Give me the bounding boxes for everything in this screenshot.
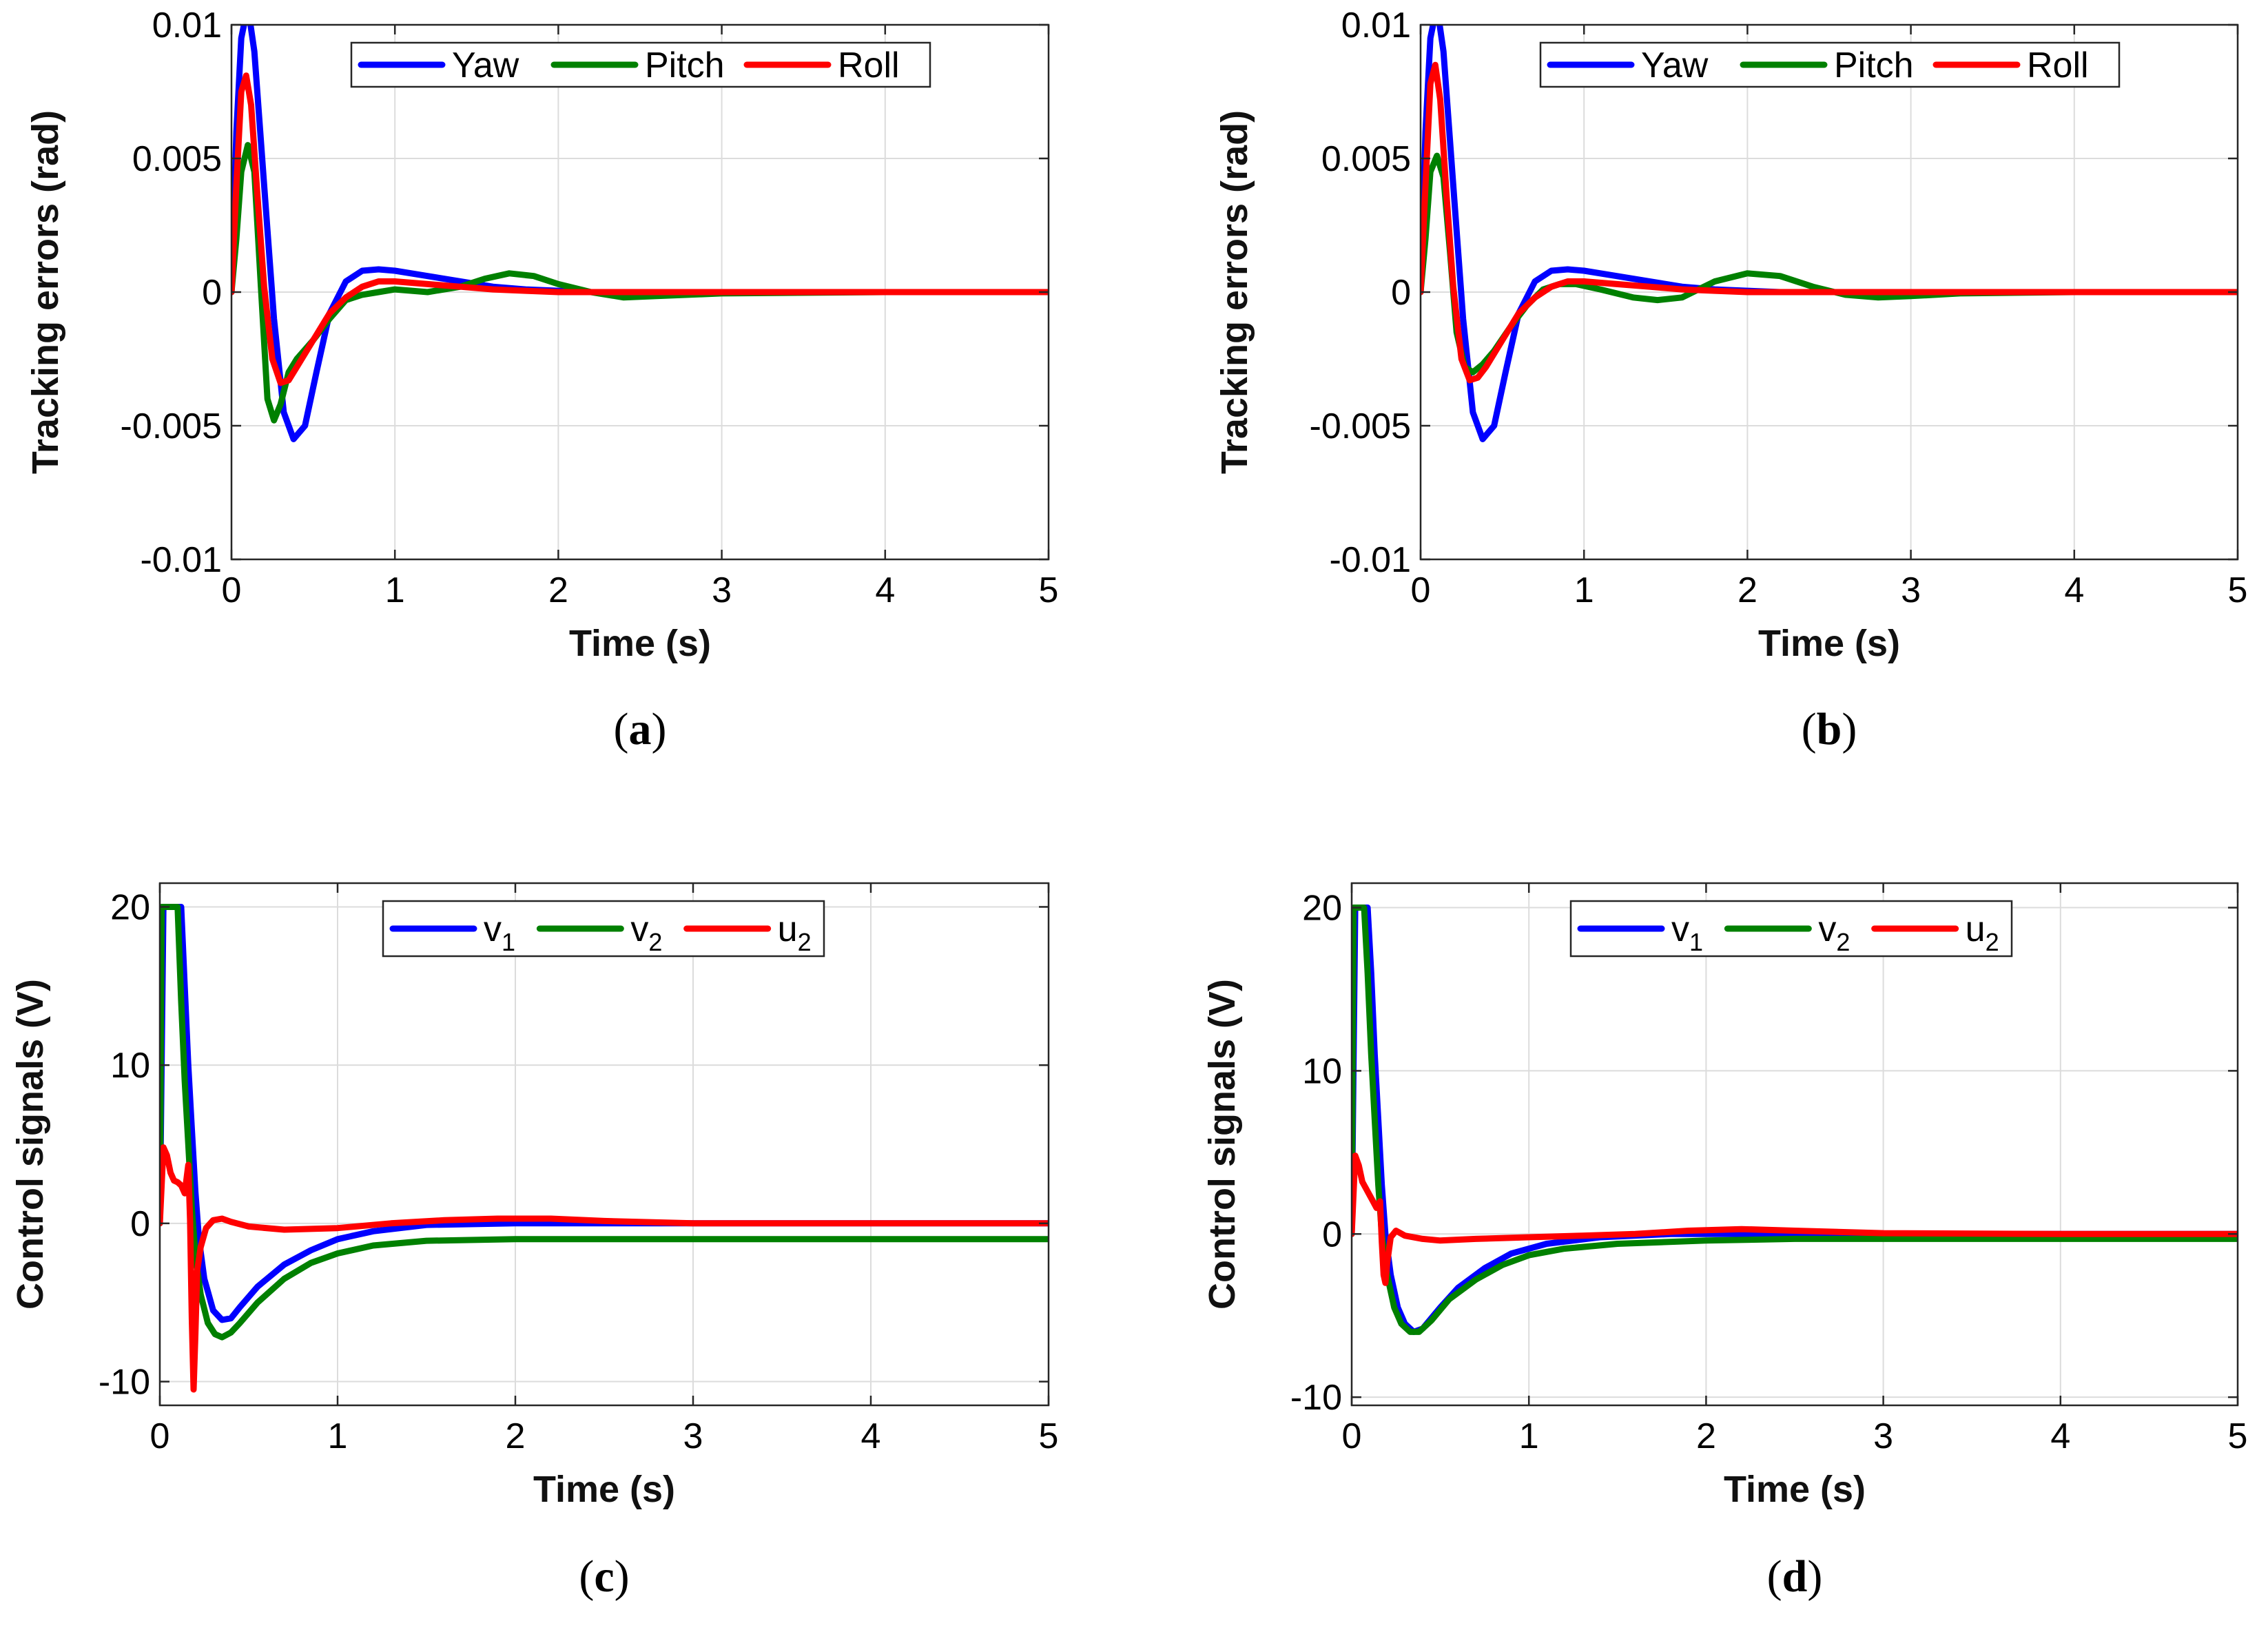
chart-a-y-tick-label: -0.005 <box>121 406 222 446</box>
chart-c-x-tick-label: 4 <box>861 1416 881 1456</box>
chart-a-legend-label-roll: Roll <box>838 45 900 85</box>
chart-d-y-tick-label: 20 <box>1302 889 1342 929</box>
chart-a-x-tick-label: 2 <box>548 570 568 610</box>
chart-a-y-tick-label: 0 <box>202 273 222 313</box>
chart-a-y-tick-label: -0.01 <box>140 540 222 580</box>
chart-d-y-tick-label: 10 <box>1302 1051 1342 1091</box>
chart-b-y-tick-label: -0.01 <box>1329 540 1411 580</box>
chart-a-legend-label-pitch: Pitch <box>645 45 725 85</box>
chart-c-series-v2-line <box>160 904 1049 1341</box>
chart-b-y-axis-title: Tracking errors (rad) <box>1214 110 1255 474</box>
chart-d-series-group <box>1352 905 2238 1335</box>
chart-d-y-tick-label: -10 <box>1290 1378 1342 1418</box>
chart-b-x-tick-label: 0 <box>1411 570 1431 610</box>
chart-a-legend: Yaw Pitch Roll <box>350 41 931 88</box>
chart-b-legend-box <box>1539 41 2121 88</box>
chart-c-y-tick-label: 10 <box>110 1046 150 1086</box>
chart-d-x-tick-label: 4 <box>2050 1416 2070 1456</box>
chart-b-y-tick-label: 0.01 <box>1341 6 1411 45</box>
chart-c-series-group <box>160 904 1049 1393</box>
chart-c-x-tick-label: 5 <box>1039 1416 1059 1456</box>
chart-c-plot-area <box>160 883 1049 1405</box>
chart-b-x-tick-label: 2 <box>1738 570 1757 610</box>
chart-d-axes-box <box>1350 882 2239 1407</box>
chart-c-y-tick-label: 0 <box>130 1204 150 1244</box>
chart-d-series-u2-line <box>1352 1153 2238 1286</box>
chart-b-y-tick-label: -0.005 <box>1310 406 1411 446</box>
chart-c-x-tick-label: 1 <box>328 1416 348 1456</box>
chart-c-series-v1-line <box>160 904 1049 1323</box>
chart-b: 0 1 2 3 4 5 -0.01 -0.005 0 0.005 0.01 Time (s) Track… <box>1214 6 2247 754</box>
chart-c-caption: (c) <box>579 1551 629 1602</box>
chart-b-legend-label-pitch: Pitch <box>1834 45 1914 85</box>
chart-d-x-tick-label: 0 <box>1342 1416 1362 1456</box>
chart-a-y-tick-label: 0.01 <box>152 6 222 45</box>
chart-b-legend-label-yaw: Yaw <box>1641 45 1709 85</box>
chart-d-x-tick-label: 3 <box>1873 1416 1893 1456</box>
chart-a-legend-box <box>350 41 931 88</box>
chart-a-x-tick-label: 1 <box>385 570 405 610</box>
chart-b-x-tick-label: 1 <box>1574 570 1594 610</box>
chart-d-y-tick-label: 0 <box>1322 1215 1342 1254</box>
chart-a-x-tick-label: 3 <box>712 570 732 610</box>
chart-c-axes-box <box>158 882 1050 1407</box>
chart-c-y-tick-label: 20 <box>110 887 150 927</box>
chart-d-y-axis-title: Control signals (V) <box>1202 979 1243 1310</box>
chart-b-y-tick-label: 0 <box>1391 273 1411 313</box>
chart-d-x-axis-title: Time (s) <box>1724 1469 1866 1510</box>
chart-d-legend-label-v1: v1 <box>1671 909 1703 956</box>
chart-d-legend-label-u2: u2 <box>1966 909 1999 956</box>
chart-a-x-tick-label: 5 <box>1039 570 1059 610</box>
chart-a-x-axis-title: Time (s) <box>569 623 711 664</box>
chart-b-series-group <box>1421 25 2238 442</box>
chart-c-legend-label-v2: v2 <box>630 909 662 956</box>
chart-b-x-tick-label: 4 <box>2064 570 2084 610</box>
chart-b-x-axis-title: Time (s) <box>1758 623 1900 664</box>
chart-c-x-tick-label: 0 <box>150 1416 170 1456</box>
chart-b-legend-label-roll: Roll <box>2027 45 2089 85</box>
chart-d-legend: v1 v2 u2 <box>1569 900 2013 958</box>
chart-c-y-axis-title: Control signals (V) <box>10 979 51 1310</box>
chart-a-x-tick-label: 4 <box>875 570 895 610</box>
chart-b-y-tick-label: 0.005 <box>1321 139 1411 179</box>
chart-b-caption: (b) <box>1802 704 1857 754</box>
chart-a-series-group <box>231 25 1049 442</box>
chart-d-x-tick-label: 1 <box>1519 1416 1539 1456</box>
chart-c-legend: v1 v2 u2 <box>382 900 825 958</box>
chart-d-plot-area <box>1352 883 2238 1405</box>
chart-a: 0 1 2 3 4 5 -0.01 -0.005 0 0.005 0.01 Time (s) Track… <box>25 6 1058 754</box>
chart-b-x-tick-label: 3 <box>1901 570 1921 610</box>
chart-a-y-tick-label: 0.005 <box>132 139 222 179</box>
chart-a-legend-label-yaw: Yaw <box>452 45 519 85</box>
chart-c-x-tick-label: 3 <box>683 1416 703 1456</box>
chart-b-series-roll-line <box>1421 61 2238 384</box>
chart-c-x-axis-title: Time (s) <box>533 1469 675 1510</box>
chart-a-caption: (a) <box>614 704 667 754</box>
chart-c-series-u2-line <box>160 1144 1049 1393</box>
chart-d-x-tick-label: 2 <box>1696 1416 1716 1456</box>
chart-d-caption: (d) <box>1767 1551 1823 1602</box>
chart-d-series-v2-line <box>1352 905 2238 1335</box>
chart-a-y-axis-title: Tracking errors (rad) <box>25 110 66 474</box>
chart-b-legend: Yaw Pitch Roll <box>1539 41 2121 88</box>
chart-a-x-tick-label: 0 <box>222 570 242 610</box>
chart-c-y-tick-label: -10 <box>99 1363 150 1403</box>
chart-d-x-tick-label: 5 <box>2228 1416 2248 1456</box>
chart-c-x-tick-label: 2 <box>506 1416 526 1456</box>
chart-b-x-tick-label: 5 <box>2228 570 2248 610</box>
chart-a-series-roll-line <box>231 72 1049 386</box>
